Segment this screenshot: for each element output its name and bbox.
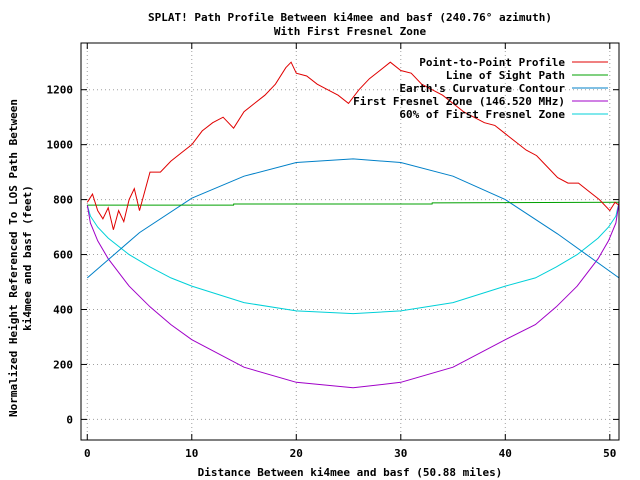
legend-label: Earth's Curvature Contour (399, 82, 565, 95)
earth-curvature-line (86, 158, 620, 279)
y-tick-label: 400 (53, 303, 73, 316)
legend-label: Line of Sight Path (446, 69, 565, 82)
profile-line (86, 61, 620, 230)
x-tick-label: 0 (84, 447, 91, 460)
axis-ticks: 0 10 20 30 40 50 0 200 400 600 800 1000 1200 (47, 43, 619, 460)
legend-label: 60% of First Fresnel Zone (399, 108, 565, 121)
chart-title: SPLAT! Path Profile Between ki4mee and b… (148, 11, 552, 24)
plot-border (80, 42, 620, 441)
y-tick-label: 200 (53, 358, 73, 371)
series-lines (86, 61, 620, 389)
legend-label: First Fresnel Zone (146.520 MHz) (353, 95, 565, 108)
y-tick-label: 600 (53, 249, 73, 262)
chart-subtitle: With First Fresnel Zone (274, 25, 427, 38)
fresnel-60-line (86, 202, 620, 315)
y-axis-label-line1: Normalized Height Referenced To LOS Path… (7, 99, 20, 417)
x-tick-label: 20 (290, 447, 303, 460)
y-tick-label: 1000 (47, 139, 74, 152)
fresnel-zone-line (86, 202, 620, 389)
y-tick-label: 800 (53, 194, 73, 207)
x-tick-label: 10 (185, 447, 198, 460)
x-axis-label: Distance Between ki4mee and basf (50.88 … (198, 466, 503, 479)
line-of-sight-line (87, 201, 620, 206)
x-tick-label: 50 (603, 447, 616, 460)
grid-lines (81, 43, 619, 440)
y-tick-label: 0 (66, 413, 73, 426)
legend-label: Point-to-Point Profile (419, 56, 565, 69)
x-tick-label: 30 (394, 447, 407, 460)
y-tick-label: 1200 (47, 84, 74, 97)
y-axis-label-line2: ki4mee and basf (feet) (21, 185, 34, 331)
x-tick-label: 40 (499, 447, 512, 460)
